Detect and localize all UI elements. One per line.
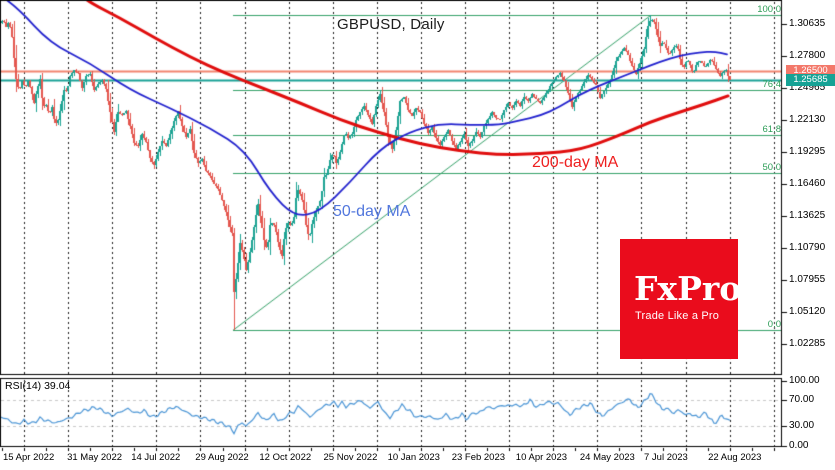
fxpro-logo-wordmark: FxPro (634, 269, 742, 308)
price-axis-tick: 1.02285 (789, 338, 826, 349)
fib-level-label: 50.0 (762, 161, 782, 173)
price-axis-tick: 1.05120 (789, 306, 826, 317)
date-axis-label: 29 Aug 2022 (195, 452, 249, 463)
date-axis-label: 25 Nov 2022 (323, 452, 378, 463)
price-axis-tick: 1.10790 (789, 242, 826, 253)
fxpro-logo-tagline: Trade Like a Pro (635, 310, 720, 322)
date-axis-label: 24 May 2023 (579, 452, 635, 463)
date-axis-label: 7 Jul 2023 (644, 452, 688, 463)
fib-level-label: 61.8 (762, 124, 782, 136)
date-axis-label: 23 Feb 2023 (451, 452, 506, 463)
rsi-axis-tick: 0.00 (789, 439, 809, 451)
fib-level-label: 0.0 (767, 319, 781, 331)
price-axis-tick: 1.30635 (789, 18, 826, 29)
fib-level-label: 100.0 (757, 4, 781, 16)
date-axis-label: 14 Jul 2022 (131, 452, 181, 463)
ma200-annotation: 200-day MA (532, 154, 619, 171)
date-axis-label: 10 Jan 2023 (387, 452, 440, 463)
rsi-axis-tick: 70.00 (789, 394, 815, 406)
date-axis-label: 12 Oct 2022 (259, 452, 312, 463)
date-axis-label: 15 Apr 2022 (3, 452, 55, 463)
price-axis-tick: 1.13625 (789, 210, 826, 221)
rsi-indicator-label: RSI(14) 39.04 (5, 380, 71, 392)
price-axis-tick: 1.19295 (789, 146, 826, 157)
date-axis-label: 31 May 2022 (67, 452, 123, 463)
date-axis-label: 22 Aug 2023 (708, 452, 762, 463)
price-axis-tick: 1.16460 (789, 178, 826, 189)
chart-title: GBPUSD, Daily (337, 16, 445, 33)
rsi-axis-tick: 100.00 (789, 375, 820, 386)
fxpro-logo: FxPro Trade Like a Pro (620, 239, 742, 359)
fib-level-label: 76.4 (762, 78, 782, 90)
date-axis-label: 10 Apr 2023 (515, 452, 568, 463)
price-axis-tick: 1.22130 (789, 114, 826, 125)
price-axis-tick: 1.07955 (789, 274, 826, 285)
price-axis-tick: 1.24965 (789, 82, 826, 93)
pane-separator[interactable] (0, 375, 783, 378)
price-axis-tick: 1.27800 (789, 50, 826, 61)
rsi-axis-tick: 30.00 (789, 420, 815, 432)
ma50-annotation: 50-day MA (333, 203, 411, 220)
current-price-badge: 1.25685 (786, 74, 835, 86)
